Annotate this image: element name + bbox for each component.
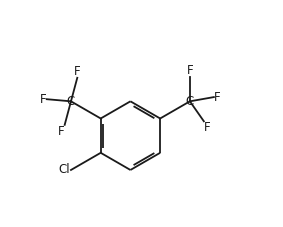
Text: F: F xyxy=(186,64,193,77)
Text: C: C xyxy=(186,95,194,108)
Text: F: F xyxy=(40,93,47,106)
Text: F: F xyxy=(204,121,211,134)
Text: F: F xyxy=(74,65,81,78)
Text: F: F xyxy=(58,125,65,138)
Text: Cl: Cl xyxy=(58,163,70,176)
Text: C: C xyxy=(67,95,75,108)
Text: F: F xyxy=(214,91,220,104)
